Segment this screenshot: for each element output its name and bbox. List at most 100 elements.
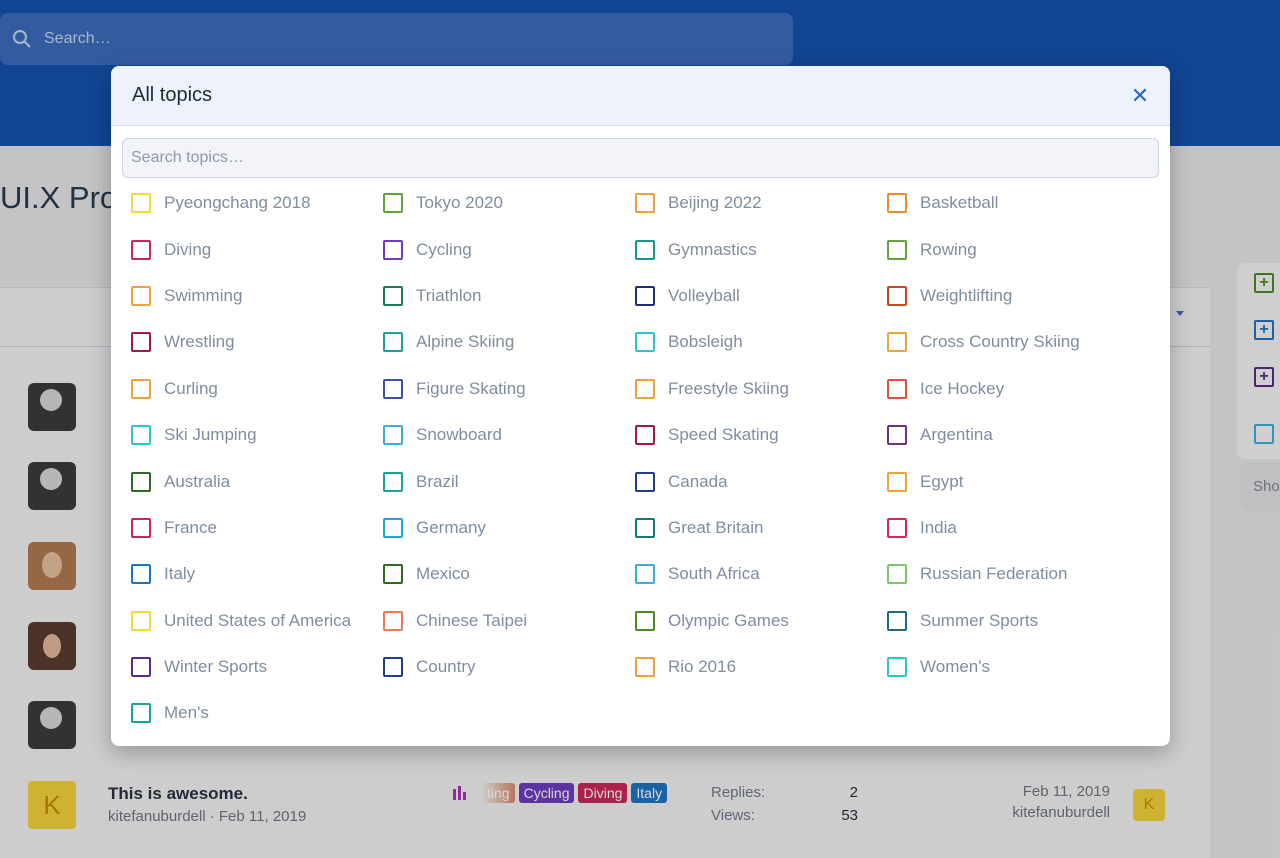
avatar[interactable]: K [28, 781, 76, 829]
topic-checkbox[interactable] [131, 378, 151, 399]
topic-checkbox[interactable] [383, 517, 403, 538]
topic-checkbox[interactable] [383, 610, 403, 631]
global-search-bar[interactable]: Search… [0, 13, 793, 65]
topic-item[interactable]: Weightlifting [887, 273, 1139, 319]
topic-checkbox[interactable] [635, 239, 655, 260]
topic-checkbox[interactable] [887, 425, 907, 446]
topic-item[interactable]: Rowing [887, 226, 1139, 272]
topic-item[interactable]: Pyeongchang 2018 [131, 180, 383, 226]
topic-item[interactable]: Great Britain [635, 505, 887, 551]
topic-item[interactable]: Freestyle Skiing [635, 366, 887, 412]
add-icon[interactable]: + [1254, 367, 1274, 387]
topic-checkbox[interactable] [131, 285, 151, 306]
topic-item[interactable]: Chinese Taipei [383, 598, 635, 644]
topic-checkbox[interactable] [131, 193, 151, 214]
avatar[interactable] [28, 462, 76, 510]
topic-checkbox[interactable] [635, 285, 655, 306]
topic-item[interactable]: Australia [131, 458, 383, 504]
topic-item[interactable]: Men's [131, 690, 383, 736]
topic-item[interactable]: Alpine Skiing [383, 319, 635, 365]
topic-checkbox[interactable] [383, 425, 403, 446]
topic-checkbox[interactable] [131, 564, 151, 585]
show-button[interactable]: Sho [1240, 462, 1280, 512]
topic-item[interactable]: Volleyball [635, 273, 887, 319]
topic-checkbox[interactable] [131, 703, 151, 724]
topic-checkbox[interactable] [383, 332, 403, 353]
topic-checkbox[interactable] [131, 610, 151, 631]
avatar[interactable]: K [1133, 789, 1165, 821]
topic-checkbox[interactable] [887, 285, 907, 306]
topic-checkbox[interactable] [887, 471, 907, 492]
tag[interactable]: Diving [578, 783, 628, 803]
avatar[interactable] [28, 622, 76, 670]
add-icon[interactable]: + [1254, 320, 1274, 340]
checkbox[interactable] [1254, 424, 1274, 444]
topic-item[interactable]: Bobsleigh [635, 319, 887, 365]
topic-item[interactable]: Speed Skating [635, 412, 887, 458]
avatar[interactable] [28, 542, 76, 590]
topic-checkbox[interactable] [635, 332, 655, 353]
topic-item[interactable]: India [887, 505, 1139, 551]
topic-checkbox[interactable] [635, 471, 655, 492]
topic-item[interactable]: United States of America [131, 598, 383, 644]
topic-checkbox[interactable] [887, 657, 907, 678]
topic-search-input[interactable] [122, 138, 1159, 178]
topic-item[interactable]: Wrestling [131, 319, 383, 365]
topic-checkbox[interactable] [635, 610, 655, 631]
topic-checkbox[interactable] [887, 517, 907, 538]
topic-item[interactable]: Diving [131, 226, 383, 272]
topic-item[interactable]: Egypt [887, 458, 1139, 504]
topic-title[interactable]: This is awesome. [108, 784, 248, 803]
topic-checkbox[interactable] [131, 239, 151, 260]
topic-checkbox[interactable] [887, 239, 907, 260]
topic-checkbox[interactable] [131, 517, 151, 538]
topic-checkbox[interactable] [383, 657, 403, 678]
topic-item[interactable]: Snowboard [383, 412, 635, 458]
topic-checkbox[interactable] [383, 239, 403, 260]
topic-item[interactable]: Triathlon [383, 273, 635, 319]
topic-item[interactable]: Figure Skating [383, 366, 635, 412]
topic-item[interactable]: Ski Jumping [131, 412, 383, 458]
topic-checkbox[interactable] [887, 193, 907, 214]
topic-checkbox[interactable] [635, 193, 655, 214]
topic-checkbox[interactable] [635, 657, 655, 678]
topic-item[interactable]: Summer Sports [887, 598, 1139, 644]
topic-item[interactable]: Argentina [887, 412, 1139, 458]
topic-item[interactable]: Cross Country Skiing [887, 319, 1139, 365]
topic-checkbox[interactable] [887, 332, 907, 353]
topic-checkbox[interactable] [887, 564, 907, 585]
topic-item[interactable]: Tokyo 2020 [383, 180, 635, 226]
topic-checkbox[interactable] [383, 285, 403, 306]
topic-checkbox[interactable] [131, 332, 151, 353]
topic-checkbox[interactable] [635, 517, 655, 538]
topic-item[interactable]: Winter Sports [131, 644, 383, 690]
add-icon[interactable]: + [1254, 273, 1274, 293]
topic-item[interactable]: Country [383, 644, 635, 690]
topic-checkbox[interactable] [383, 378, 403, 399]
topic-checkbox[interactable] [383, 471, 403, 492]
chevron-down-icon[interactable] [1176, 311, 1184, 316]
topic-item[interactable]: Italy [131, 551, 383, 597]
topic-item[interactable]: Mexico [383, 551, 635, 597]
topic-checkbox[interactable] [887, 378, 907, 399]
topic-item[interactable]: Cycling [383, 226, 635, 272]
topic-item[interactable]: Canada [635, 458, 887, 504]
topic-checkbox[interactable] [131, 471, 151, 492]
avatar[interactable] [28, 383, 76, 431]
topic-checkbox[interactable] [635, 564, 655, 585]
topic-item[interactable]: Basketball [887, 180, 1139, 226]
topic-item[interactable]: Gymnastics [635, 226, 887, 272]
topic-checkbox[interactable] [887, 610, 907, 631]
topic-item[interactable]: Rio 2016 [635, 644, 887, 690]
topic-item[interactable]: Women's [887, 644, 1139, 690]
topic-item[interactable]: Swimming [131, 273, 383, 319]
tag[interactable]: Italy [631, 783, 668, 803]
topic-checkbox[interactable] [131, 425, 151, 446]
topic-checkbox[interactable] [383, 193, 403, 214]
topic-checkbox[interactable] [383, 564, 403, 585]
tag[interactable]: Cycling [518, 783, 575, 803]
topic-checkbox[interactable] [635, 425, 655, 446]
topic-item[interactable]: Beijing 2022 [635, 180, 887, 226]
topic-item[interactable]: Brazil [383, 458, 635, 504]
topic-item[interactable]: Curling [131, 366, 383, 412]
